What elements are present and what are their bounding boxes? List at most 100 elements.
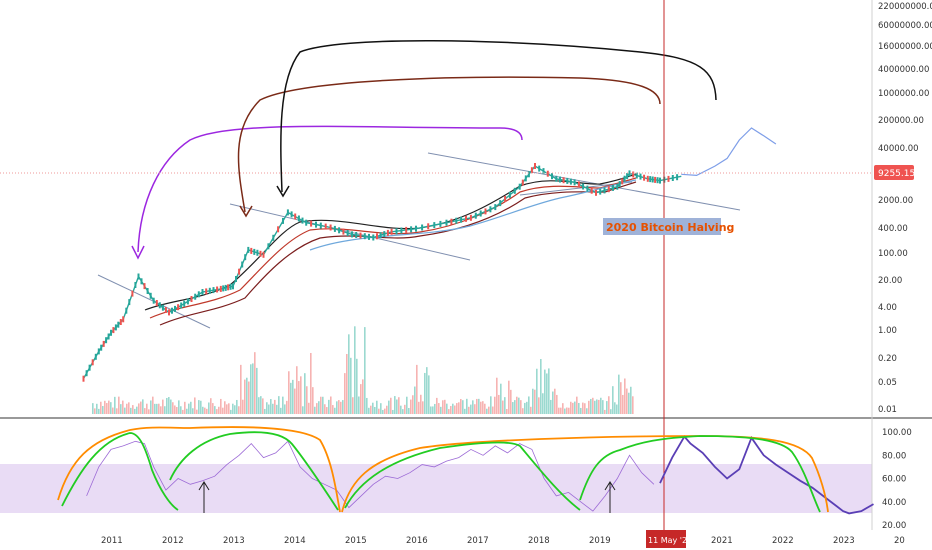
volume-bar	[218, 406, 220, 414]
candle	[241, 261, 244, 268]
current-price-tag-bg	[874, 165, 914, 180]
candle	[183, 300, 186, 307]
brown-arrowhead	[239, 205, 253, 218]
volume-bar	[326, 407, 328, 414]
volume-bar	[504, 397, 506, 414]
volume-bar	[340, 401, 342, 414]
candle	[659, 177, 661, 184]
candle	[421, 224, 424, 231]
volume-bar	[212, 403, 214, 414]
volume-bar	[280, 407, 282, 414]
volume-bar	[480, 401, 482, 414]
halving-label-bg	[603, 218, 721, 235]
candle	[562, 177, 565, 184]
time-tick: 2015	[345, 536, 367, 546]
volume-bar	[464, 408, 466, 414]
volume-bar	[128, 402, 130, 414]
time-tick: 2022	[772, 536, 794, 546]
volume-bar	[330, 396, 332, 414]
volume-bar	[194, 397, 196, 414]
candle	[140, 278, 143, 285]
green-arc-4	[579, 435, 821, 513]
volume-bar	[290, 382, 292, 414]
purple-arc	[137, 125, 523, 253]
volume-bar	[512, 402, 514, 414]
candle	[656, 177, 659, 184]
volume-bar	[470, 404, 472, 414]
orange-arc-1	[57, 426, 341, 513]
candle	[174, 305, 176, 312]
price-tick: 1000000.00	[878, 89, 929, 99]
volume-bar	[188, 403, 190, 414]
volume-bar	[384, 408, 386, 414]
green-arc-2	[169, 431, 339, 511]
volume-bar	[96, 403, 98, 414]
volume-bar	[516, 396, 518, 414]
volume-bar	[136, 406, 138, 414]
price-tick: 4.00	[878, 303, 897, 313]
volume-bar	[370, 405, 372, 414]
black-arc	[280, 39, 717, 193]
volume-bar	[542, 393, 544, 414]
candle	[250, 247, 253, 254]
candle	[91, 359, 94, 366]
time-axis[interactable]: 2011201220132014201520162017201820192020…	[101, 536, 905, 546]
candle	[229, 283, 232, 290]
volume-bar	[626, 388, 628, 414]
candle	[577, 181, 580, 188]
time-tick: 2023	[833, 536, 855, 546]
time-tick: 2018	[528, 536, 550, 546]
price-axis[interactable]: 220000000.00 60000000.00 16000000.00 400000…	[878, 2, 932, 415]
volume-bar	[254, 352, 256, 414]
price-tick: 0.20	[878, 354, 897, 364]
candle	[455, 217, 458, 224]
volume-bar	[344, 373, 346, 414]
candle	[499, 200, 502, 207]
volume-bar	[358, 396, 360, 414]
volume-bar	[478, 398, 480, 414]
candle	[114, 324, 117, 331]
volume-bar	[168, 397, 170, 414]
candle	[247, 246, 250, 253]
volume-bar	[380, 403, 382, 414]
candle	[395, 228, 398, 235]
rsi-tick: 80.00	[882, 451, 906, 461]
candle	[628, 170, 631, 177]
volume-bar	[226, 404, 228, 414]
candle	[105, 337, 108, 344]
candle	[372, 234, 375, 241]
candle	[450, 218, 453, 225]
candle	[128, 299, 131, 306]
volume-bar	[244, 379, 246, 414]
volume-bar	[356, 358, 358, 414]
candle	[415, 225, 417, 232]
volume-bar	[110, 402, 112, 414]
volume-bar	[242, 399, 244, 414]
volume-bar	[590, 398, 592, 414]
volume-bar	[568, 407, 570, 414]
volume-bar	[180, 406, 182, 414]
candle	[363, 233, 366, 240]
rsi-axis[interactable]: 100.00 80.00 60.00 40.00 20.00	[882, 428, 912, 531]
volume-bar	[336, 401, 338, 414]
volume-bar	[314, 406, 316, 414]
volume-bar	[164, 406, 166, 414]
time-tick: 2011	[101, 536, 123, 546]
candle	[122, 316, 125, 323]
volume-bar	[454, 405, 456, 414]
candle	[573, 179, 576, 186]
candle	[386, 229, 389, 236]
green-arc-1	[61, 432, 179, 511]
candle	[534, 163, 536, 169]
volume-bar	[324, 404, 326, 414]
candle	[256, 249, 259, 256]
volume-bar	[202, 406, 204, 414]
volume-bar	[576, 396, 578, 414]
candle	[632, 171, 635, 178]
volume-bar	[204, 407, 206, 414]
volume-bar	[346, 354, 348, 414]
candle	[623, 175, 626, 182]
candle	[107, 333, 110, 340]
volume-bar	[534, 389, 536, 414]
